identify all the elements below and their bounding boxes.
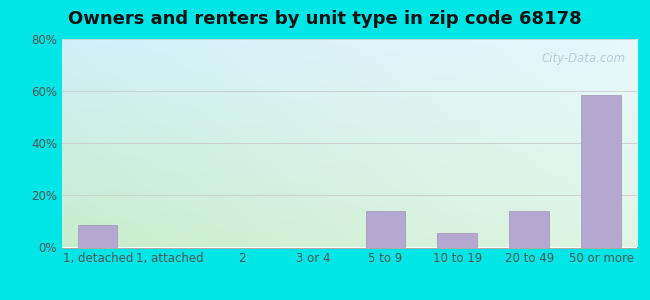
Bar (78, 225, 118, 248)
Text: Owners and renters by unit type in zip code 68178: Owners and renters by unit type in zip c… (68, 11, 582, 28)
Bar (581, 95, 621, 248)
Bar (510, 211, 549, 247)
Text: City-Data.com: City-Data.com (541, 52, 625, 64)
Bar (365, 211, 405, 247)
Bar (437, 233, 477, 247)
